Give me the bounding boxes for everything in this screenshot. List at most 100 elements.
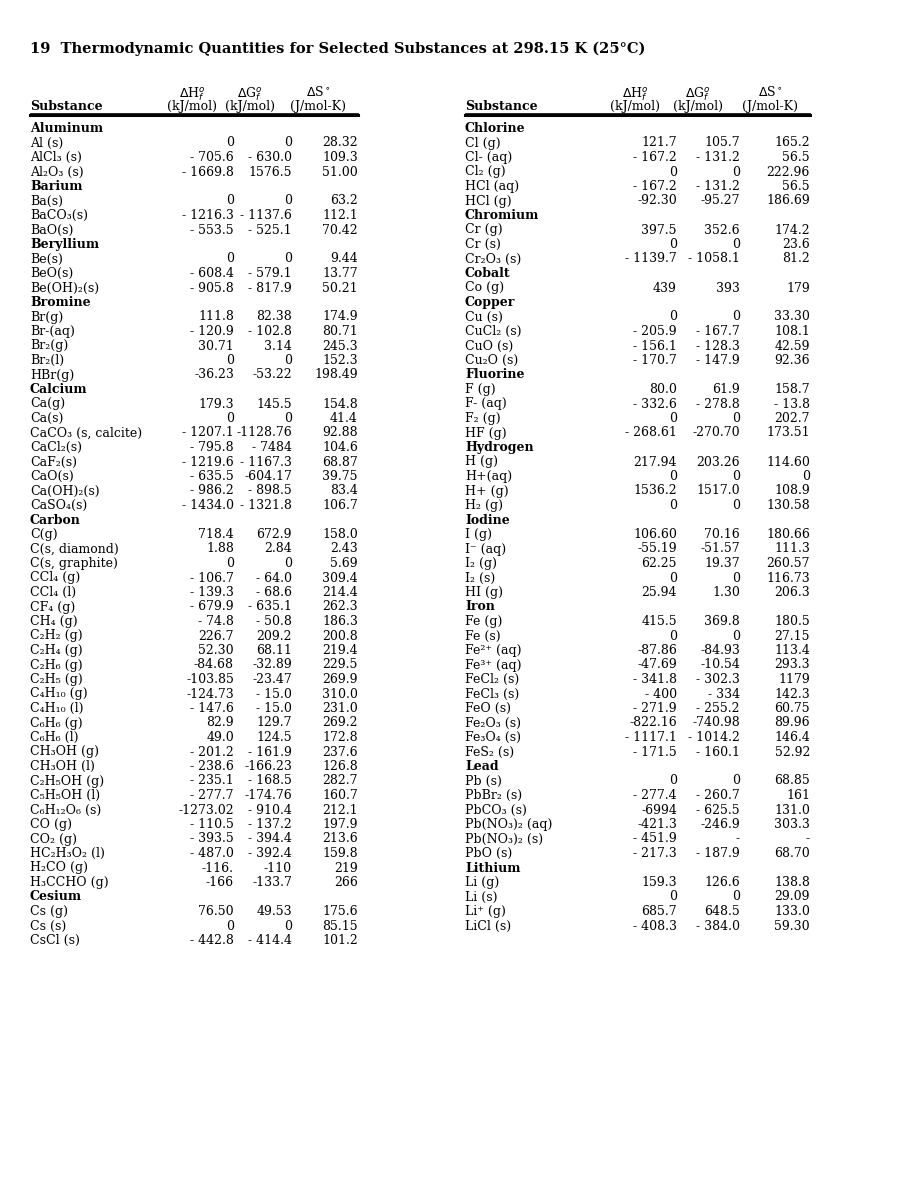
Text: -246.9: -246.9 [699, 818, 739, 831]
Text: - 170.7: - 170.7 [632, 354, 676, 367]
Text: 226.7: 226.7 [199, 629, 233, 642]
Text: 0: 0 [801, 470, 809, 483]
Text: 101.2: 101.2 [322, 935, 357, 946]
Text: 1517.0: 1517.0 [696, 484, 739, 497]
Text: Al₂O₃ (s): Al₂O₃ (s) [30, 166, 84, 179]
Text: AlCl₃ (s): AlCl₃ (s) [30, 151, 82, 164]
Text: 108.9: 108.9 [774, 484, 809, 497]
Text: 352.6: 352.6 [704, 224, 739, 236]
Text: F (g): F (g) [464, 383, 495, 396]
Text: Al (s): Al (s) [30, 137, 63, 149]
Text: HCl (aq): HCl (aq) [464, 180, 518, 193]
Text: 146.4: 146.4 [773, 731, 809, 744]
Text: 219.4: 219.4 [322, 644, 357, 657]
Text: - 217.3: - 217.3 [632, 848, 676, 859]
Text: Cl₂ (g): Cl₂ (g) [464, 166, 505, 179]
Text: -1128.76: -1128.76 [236, 427, 291, 440]
Text: 158.0: 158.0 [322, 528, 357, 541]
Text: Fe (g): Fe (g) [464, 615, 502, 628]
Text: Ca(OH)₂(s): Ca(OH)₂(s) [30, 484, 99, 497]
Text: CaSO₄(s): CaSO₄(s) [30, 499, 87, 513]
Text: 237.6: 237.6 [322, 745, 357, 758]
Text: - 238.6: - 238.6 [190, 760, 233, 772]
Text: -87.86: -87.86 [637, 644, 676, 657]
Text: 19.37: 19.37 [704, 557, 739, 570]
Text: - 1219.6: - 1219.6 [182, 455, 233, 468]
Text: 174.9: 174.9 [322, 310, 357, 323]
Text: -110: -110 [264, 862, 291, 875]
Text: - 7484: - 7484 [252, 441, 291, 454]
Text: $\Delta$S$^\circ$: $\Delta$S$^\circ$ [756, 85, 782, 99]
Text: - 74.8: - 74.8 [198, 615, 233, 628]
Text: PbBr₂ (s): PbBr₂ (s) [464, 789, 522, 802]
Text: - 260.7: - 260.7 [696, 789, 739, 802]
Text: 108.1: 108.1 [773, 325, 809, 339]
Text: 0: 0 [668, 890, 676, 904]
Text: 61.9: 61.9 [711, 383, 739, 396]
Text: -32.89: -32.89 [252, 658, 291, 671]
Text: 63.2: 63.2 [330, 194, 357, 207]
Text: 68.70: 68.70 [774, 848, 809, 859]
Text: 262.3: 262.3 [322, 601, 357, 614]
Text: 41.4: 41.4 [330, 412, 357, 426]
Text: - 986.2: - 986.2 [190, 484, 233, 497]
Text: - 1216.3: - 1216.3 [182, 209, 233, 222]
Text: - 400: - 400 [644, 688, 676, 701]
Text: Cr (s): Cr (s) [464, 238, 500, 252]
Text: - 332.6: - 332.6 [632, 397, 676, 410]
Text: - 1321.8: - 1321.8 [240, 499, 291, 513]
Text: Iron: Iron [464, 601, 494, 614]
Text: 0: 0 [732, 775, 739, 788]
Text: 145.5: 145.5 [256, 397, 291, 410]
Text: 82.38: 82.38 [256, 310, 291, 323]
Text: 105.7: 105.7 [704, 137, 739, 149]
Text: 70.42: 70.42 [322, 224, 357, 236]
Text: - 147.9: - 147.9 [696, 354, 739, 367]
Text: 33.30: 33.30 [773, 310, 809, 323]
Text: Cu₂O (s): Cu₂O (s) [464, 354, 517, 367]
Text: 13.77: 13.77 [322, 267, 357, 280]
Text: Cs (s): Cs (s) [30, 919, 66, 932]
Text: PbO (s): PbO (s) [464, 848, 512, 859]
Text: 109.3: 109.3 [322, 151, 357, 164]
Text: - 15.0: - 15.0 [255, 702, 291, 715]
Text: - 525.1: - 525.1 [248, 224, 291, 236]
Text: 160.7: 160.7 [322, 789, 357, 802]
Text: I₂ (s): I₂ (s) [464, 571, 494, 584]
Text: F- (aq): F- (aq) [464, 397, 506, 410]
Text: 112.1: 112.1 [322, 209, 357, 222]
Text: BaO(s): BaO(s) [30, 224, 74, 236]
Text: - 608.4: - 608.4 [190, 267, 233, 280]
Text: 0: 0 [732, 890, 739, 904]
Text: 2.84: 2.84 [264, 542, 291, 555]
Text: I (g): I (g) [464, 528, 492, 541]
Text: 219: 219 [334, 862, 357, 875]
Text: 245.3: 245.3 [322, 340, 357, 353]
Text: - 341.8: - 341.8 [632, 673, 676, 687]
Text: -1273.02: -1273.02 [178, 803, 233, 817]
Text: Cl- (aq): Cl- (aq) [464, 151, 512, 164]
Text: HI (g): HI (g) [464, 586, 503, 600]
Text: - 277.4: - 277.4 [632, 789, 676, 802]
Text: I₂ (g): I₂ (g) [464, 557, 496, 570]
Text: CO₂ (g): CO₂ (g) [30, 832, 77, 845]
Text: 82.9: 82.9 [206, 716, 233, 730]
Text: 50.21: 50.21 [322, 281, 357, 294]
Text: C₂H₅OH (g): C₂H₅OH (g) [30, 775, 104, 788]
Text: - 334: - 334 [707, 688, 739, 701]
Text: H (g): H (g) [464, 455, 497, 468]
Text: - 910.4: - 910.4 [248, 803, 291, 817]
Text: H₃CCHO (g): H₃CCHO (g) [30, 876, 108, 889]
Text: 303.3: 303.3 [773, 818, 809, 831]
Text: - 131.2: - 131.2 [696, 151, 739, 164]
Text: 29.09: 29.09 [774, 890, 809, 904]
Text: 217.94: 217.94 [633, 455, 676, 468]
Text: 0: 0 [668, 310, 676, 323]
Text: - 268.61: - 268.61 [624, 427, 676, 440]
Text: Br₂(g): Br₂(g) [30, 340, 68, 353]
Text: - 68.6: - 68.6 [255, 586, 291, 600]
Text: 131.0: 131.0 [773, 803, 809, 817]
Text: $\Delta$G$_f^o$: $\Delta$G$_f^o$ [237, 85, 263, 103]
Text: - 110.5: - 110.5 [190, 818, 233, 831]
Text: - 394.4: - 394.4 [248, 832, 291, 845]
